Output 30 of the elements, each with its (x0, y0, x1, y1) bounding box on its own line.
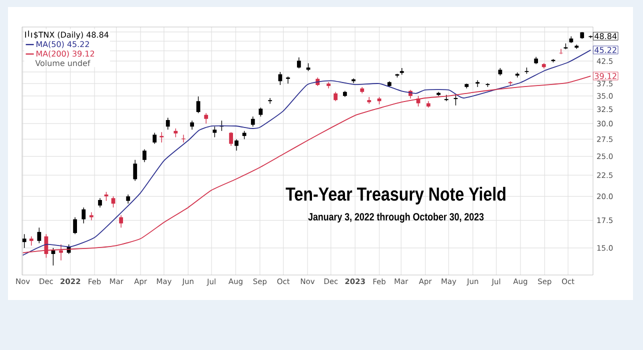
candlestick (133, 160, 138, 182)
candlestick (126, 194, 130, 204)
candlestick (268, 98, 272, 104)
text: Ten-Year Treasury Note Yield (286, 186, 506, 205)
candlestick (476, 80, 480, 88)
candlestick (152, 132, 157, 144)
candlestick (142, 148, 146, 162)
candlestick (73, 216, 77, 234)
candlestick (166, 117, 170, 130)
candlestick (190, 120, 194, 130)
candlestick (22, 234, 26, 248)
candlestick (98, 198, 102, 208)
candlestick (296, 57, 301, 69)
candlestick (204, 112, 208, 124)
candlestick (89, 212, 94, 221)
candlestick (111, 196, 116, 208)
candlestick (229, 132, 234, 146)
candlestick (286, 76, 290, 84)
candlestick (212, 126, 217, 138)
candlestick (334, 92, 338, 102)
candlestick (559, 48, 563, 54)
candlestick (29, 236, 34, 246)
candlestick (37, 227, 42, 244)
candlestick (234, 138, 238, 151)
text: January 3, 2022 through October 30, 2023 (308, 212, 484, 223)
candlestick (119, 214, 124, 228)
candlestick (250, 116, 255, 127)
candlestick (82, 207, 86, 224)
candlestick (196, 96, 200, 114)
candlestick (160, 132, 164, 143)
